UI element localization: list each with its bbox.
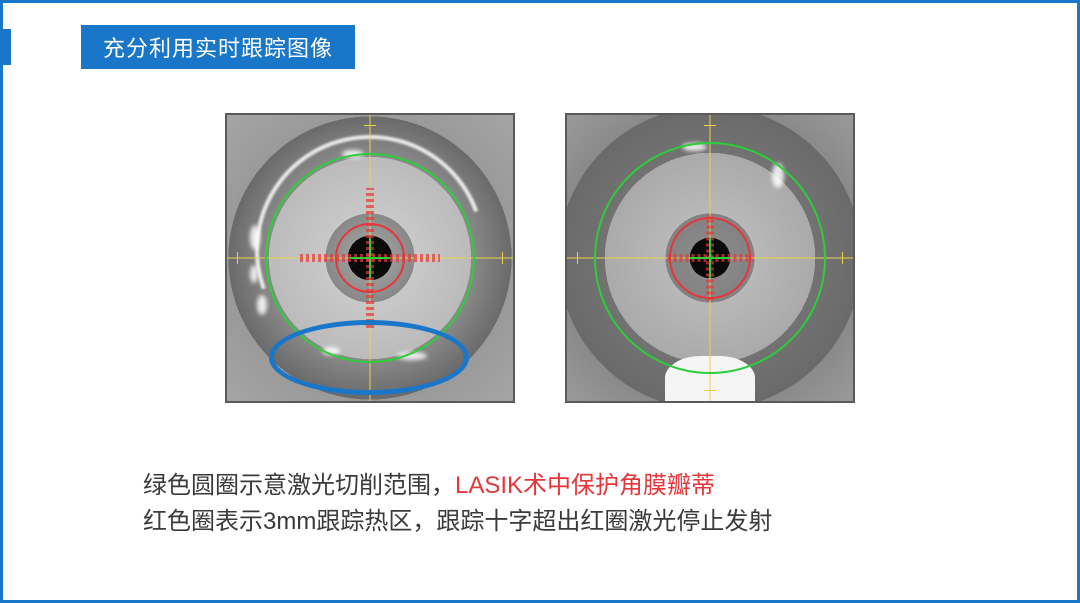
title-text: 充分利用实时跟踪图像: [81, 25, 355, 69]
yellow-tick: [842, 252, 843, 264]
yellow-tick: [364, 390, 376, 391]
caption-line1-black: 绿色圆圈示意激光切削范围，: [143, 472, 455, 499]
green-center-cross-h: [690, 257, 730, 259]
caption-line1-red: LASIK术中保护角膜瓣蒂: [455, 472, 715, 499]
highlight: [250, 265, 258, 283]
highlight: [250, 225, 260, 250]
green-center-cross-h: [350, 257, 390, 259]
yellow-tick: [704, 390, 716, 391]
caption-line-1: 绿色圆圈示意激光切削范围，LASIK术中保护角膜瓣蒂: [143, 468, 772, 504]
yellow-tick: [237, 252, 238, 264]
title-bar: 充分利用实时跟踪图像: [3, 25, 355, 69]
left-eye-tracking-image: [225, 113, 515, 403]
yellow-tick: [577, 252, 578, 264]
caption: 绿色圆圈示意激光切削范围，LASIK术中保护角膜瓣蒂 红色圈表示3mm跟踪热区，…: [143, 468, 772, 540]
right-eye-tracking-image: [565, 113, 855, 403]
yellow-tick: [502, 252, 503, 264]
yellow-tick: [704, 125, 716, 126]
yellow-tick: [364, 125, 376, 126]
title-marker: [3, 29, 11, 65]
highlight: [257, 295, 267, 315]
caption-line-2: 红色圈表示3mm跟踪热区，跟踪十字超出红圈激光停止发射: [143, 504, 772, 540]
images-row: [3, 113, 1077, 403]
